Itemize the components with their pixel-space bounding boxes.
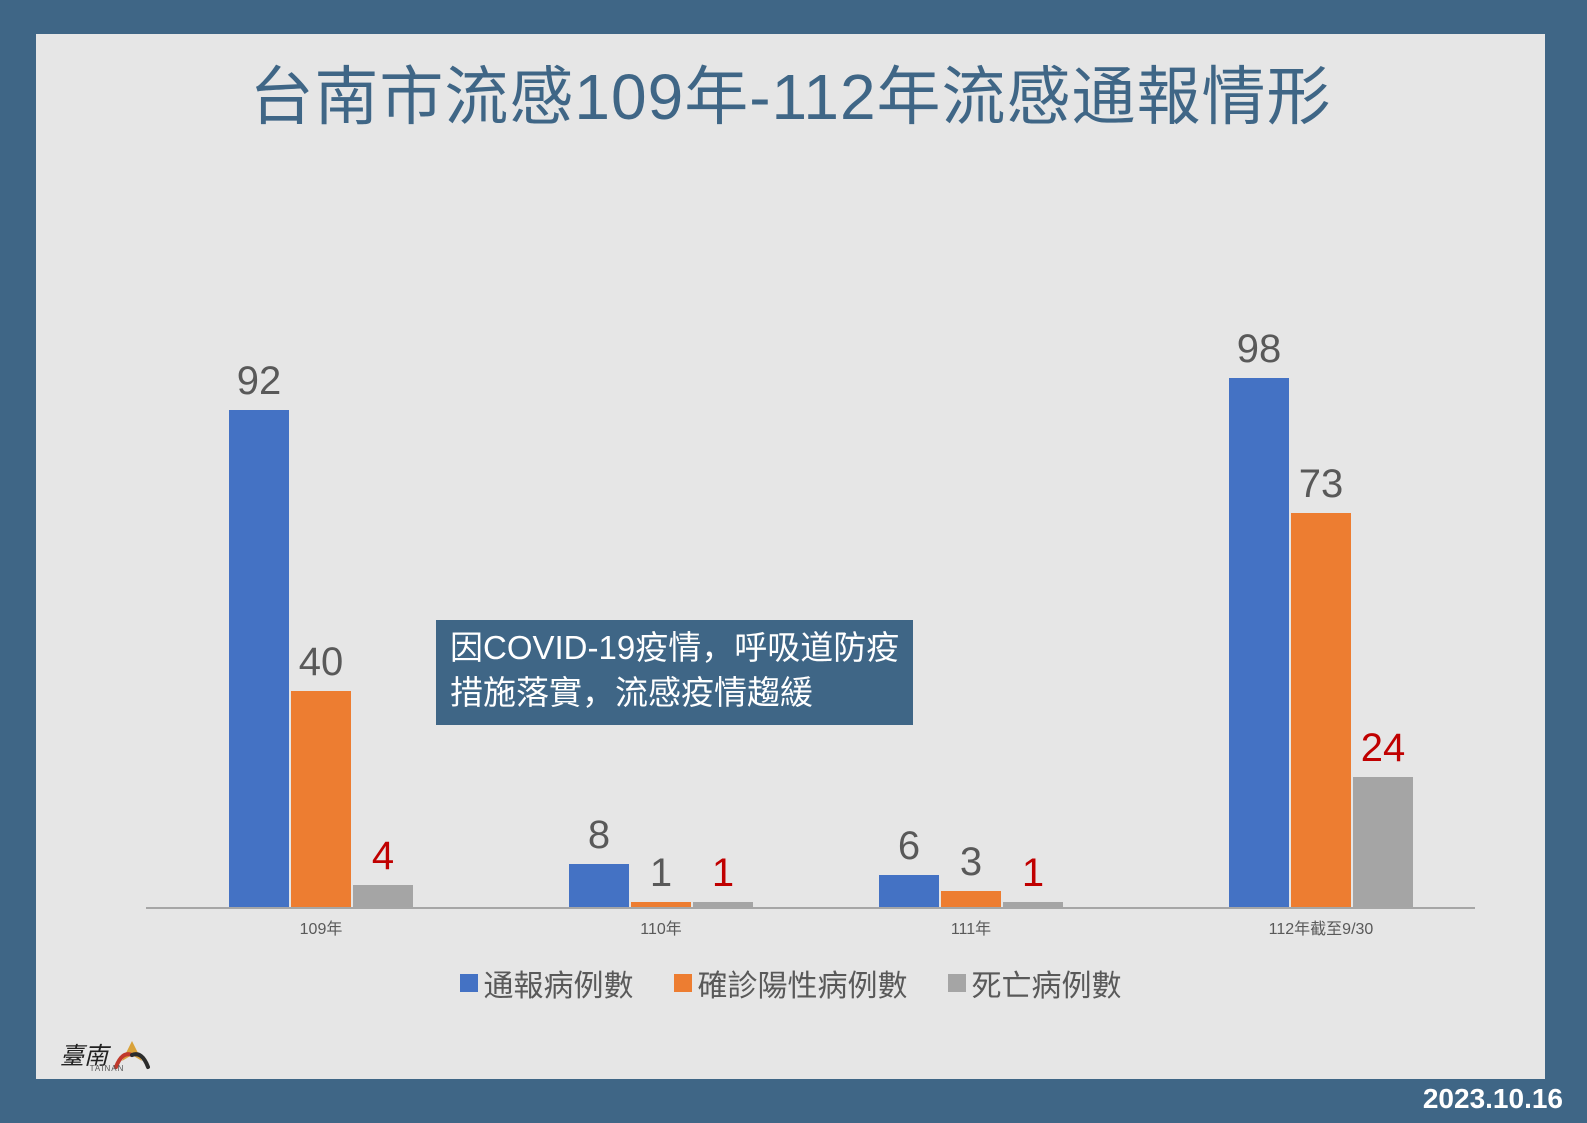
bar: 73	[1291, 513, 1351, 907]
bar-value-label: 92	[237, 359, 282, 404]
legend-item-confirmed: 確診陽性病例數	[674, 961, 908, 1005]
category-label: 111年	[846, 915, 1096, 939]
callout-line-1: 因COVID-19疫情，呼吸道防疫	[450, 629, 899, 666]
bar: 98	[1229, 378, 1289, 907]
legend-swatch-confirmed	[674, 974, 692, 992]
bar-value-label: 73	[1299, 462, 1344, 507]
bar: 6	[879, 875, 939, 907]
date-stamp: 2023.10.16	[1423, 1083, 1563, 1115]
bar-wrap: 92404	[228, 410, 414, 907]
chart-legend: 通報病例數 確診陽性病例數 死亡病例數	[36, 961, 1545, 1005]
bar-value-label: 98	[1237, 327, 1282, 372]
category-label: 112年截至9/30	[1196, 915, 1446, 939]
bar: 92	[229, 410, 289, 907]
page-title: 台南市流感109年-112年流感通報情形	[36, 46, 1545, 138]
bar-value-label: 1	[712, 851, 734, 896]
bar: 40	[291, 691, 351, 907]
legend-label-reported: 通報病例數	[484, 961, 634, 1005]
legend-item-deaths: 死亡病例數	[948, 961, 1122, 1005]
bar-value-label: 8	[588, 813, 610, 858]
legend-label-deaths: 死亡病例數	[972, 961, 1122, 1005]
legend-item-reported: 通報病例數	[460, 961, 634, 1005]
logo-subtext: TAINAN	[90, 1064, 125, 1073]
bar-wrap: 811	[568, 864, 754, 907]
bar-value-label: 1	[1022, 851, 1044, 896]
bar-value-label: 40	[299, 640, 344, 685]
bar-group: 92404109年	[196, 367, 446, 949]
callout-line-2: 措施落實，流感疫情趨緩	[450, 674, 813, 711]
bar: 1	[1003, 902, 1063, 907]
annotation-callout: 因COVID-19疫情，呼吸道防疫 措施落實，流感疫情趨緩	[436, 620, 913, 725]
legend-swatch-deaths	[948, 974, 966, 992]
bar-value-label: 1	[650, 851, 672, 896]
bar: 1	[693, 902, 753, 907]
bar: 24	[1353, 777, 1413, 907]
bar-wrap: 631	[878, 875, 1064, 907]
legend-swatch-reported	[460, 974, 478, 992]
legend-label-confirmed: 確診陽性病例數	[698, 961, 908, 1005]
bar: 1	[631, 902, 691, 907]
bar-value-label: 24	[1361, 726, 1406, 771]
bar-value-label: 3	[960, 840, 982, 885]
tainan-logo: 臺南 TAINAN	[60, 1036, 154, 1071]
bar: 4	[353, 885, 413, 907]
category-label: 109年	[196, 915, 446, 939]
bar-wrap: 987324	[1228, 378, 1414, 907]
bar-value-label: 6	[898, 824, 920, 869]
category-label: 110年	[536, 915, 786, 939]
bar-group: 987324112年截至9/30	[1196, 367, 1446, 949]
bar: 3	[941, 891, 1001, 907]
chart-panel: 台南市流感109年-112年流感通報情形 92404109年811110年631…	[36, 34, 1545, 1079]
bar-value-label: 4	[372, 834, 394, 879]
logo-mark-icon: TAINAN	[110, 1037, 154, 1071]
bar: 8	[569, 864, 629, 907]
